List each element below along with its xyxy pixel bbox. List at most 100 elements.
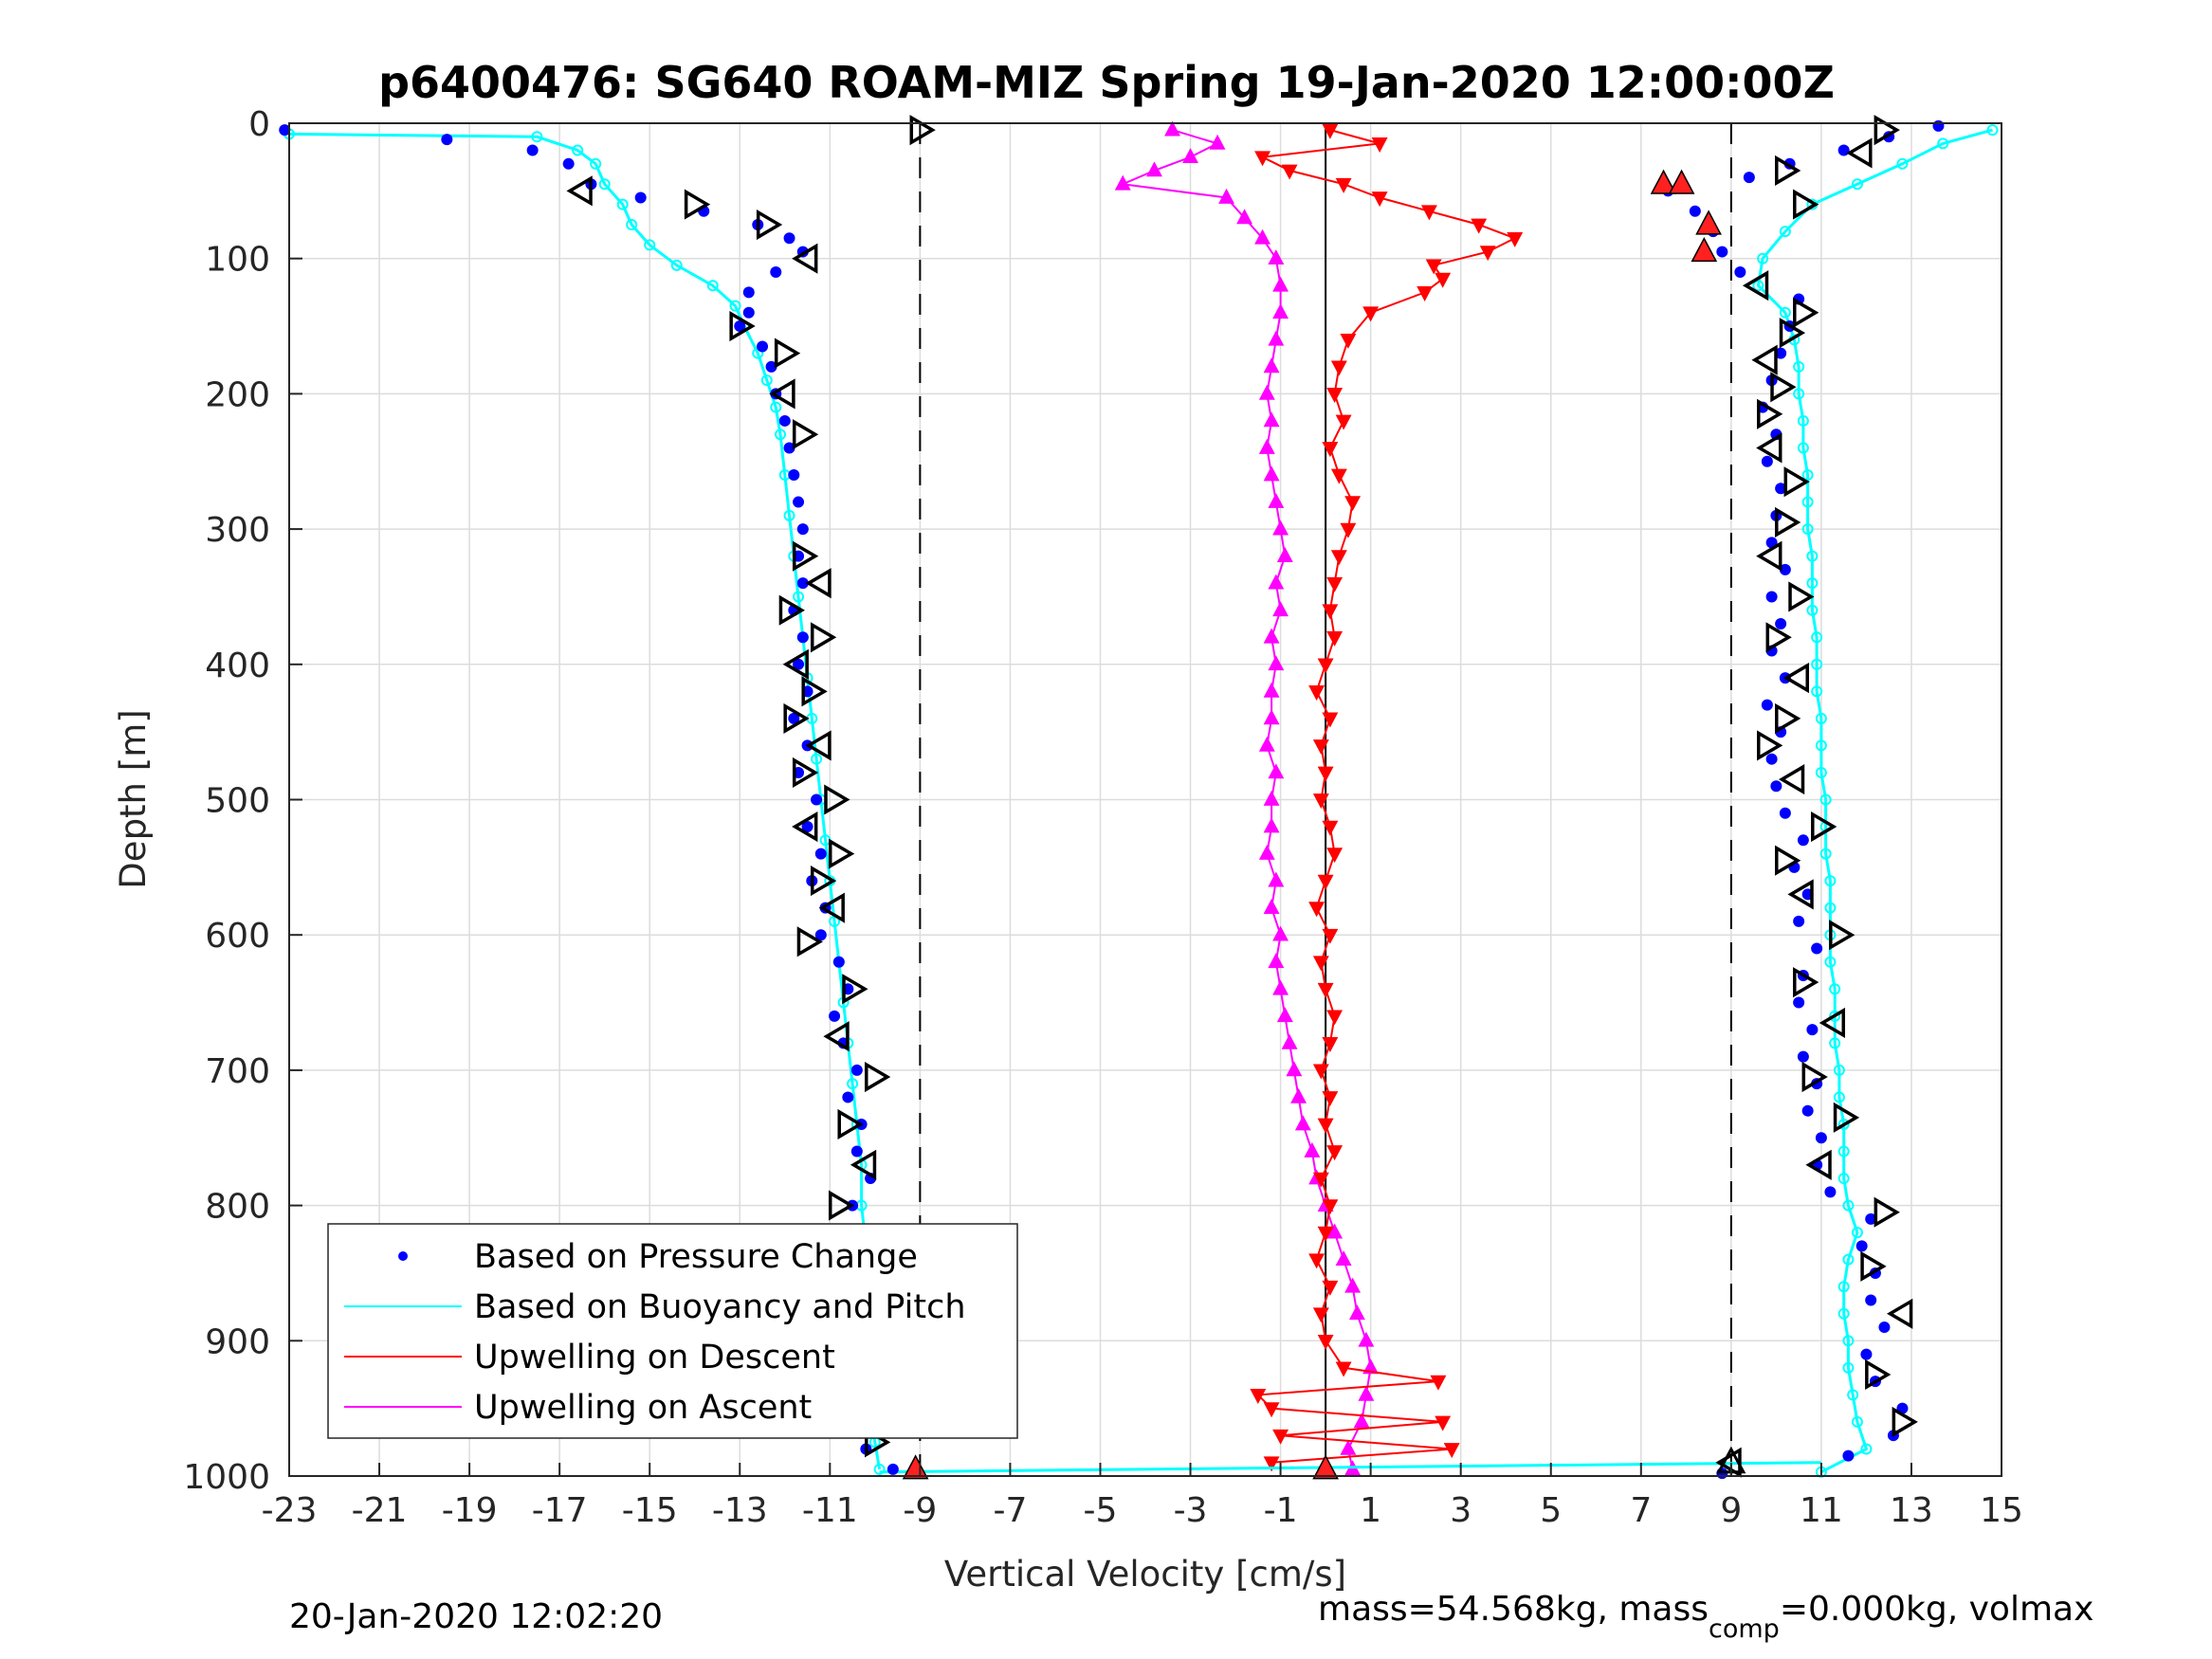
upwelling-descent-marker [1322,712,1339,728]
buoyancy-marker [1829,1037,1841,1049]
x-tick-label: -5 [1084,1491,1118,1530]
descent-profile-marker [828,1190,855,1221]
upwelling-descent-marker [1272,1429,1289,1445]
pressure-dot [1743,172,1755,184]
ascent-profile-marker [1742,270,1769,301]
ascent-profile-marker [1757,398,1783,429]
pressure-dot [1689,205,1701,217]
pressure-dot [742,286,755,299]
descent-profile-marker [792,419,819,450]
upwelling-ascent-marker [1263,357,1280,374]
pressure-dot [814,929,827,941]
pressure-dot [1793,996,1805,1009]
upwelling-ascent-marker [1263,817,1280,833]
upwelling-ascent-marker [1290,1087,1307,1103]
pressure-dot [788,712,800,724]
buoyancy-marker [1819,848,1832,860]
upwelling-descent-marker [1254,151,1271,167]
x-tick-label: 3 [1450,1491,1472,1530]
ascent-profile-marker [1805,1149,1832,1180]
upwelling-ascent-marker [1146,161,1162,177]
upwelling-descent-marker [1263,1402,1280,1418]
buoyancy-marker [1752,280,1764,292]
buoyancy-marker [626,219,638,231]
buoyancy-marker [1797,442,1809,454]
upwelling-ascent-marker [1272,601,1289,617]
ascent-profile-marker [1788,581,1815,612]
x-tick-label: -11 [802,1491,858,1530]
descent-profile-marker [778,594,805,626]
x-tick-label: -9 [903,1491,937,1530]
pressure-dot [793,658,805,670]
upwelling-descent-marker [1317,1334,1334,1350]
x-tick-label: -17 [532,1491,588,1530]
pressure-dot [1801,1104,1814,1117]
pressure-dot [1775,483,1787,495]
upwelling-descent-marker [1322,1199,1339,1215]
pressure-dot [1865,1294,1877,1306]
ascent-profile-marker [1886,1298,1913,1329]
upwelling-descent-marker [1326,630,1344,647]
descent-profile-marker [792,757,819,789]
upwelling-descent-marker [1322,1091,1339,1107]
footer-mass-label: mass=54.568kg, mass [1318,1590,1709,1629]
upwelling-descent-marker [1322,442,1339,458]
buoyancy-marker [1860,1443,1873,1455]
buoyancy-marker [1837,1281,1850,1293]
footer-timestamp: 20-Jan-2020 12:02:20 [289,1597,663,1636]
buoyancy-marker [1842,1199,1855,1212]
buoyancy-marker [1833,1091,1845,1103]
descent-profile-marker [837,1108,864,1140]
ascent-profile-marker [1793,189,1819,220]
buoyancy-marker [1829,1010,1841,1022]
pressure-dot [1806,1024,1819,1036]
pressure-dot [1775,617,1787,629]
footer-mass-info: mass=54.568kg, masscomp=0.000kg, volmax [1318,1590,2093,1644]
upwelling-descent-marker [1322,604,1339,620]
buoyancy-marker [1824,956,1837,968]
upwelling-descent-marker [1308,1253,1325,1269]
upwelling-ascent-marker [1348,1304,1365,1321]
pressure-dot [887,1463,899,1475]
buoyancy-marker [616,198,629,210]
upwelling-descent-marker [1317,982,1334,998]
buoyancy-marker [1811,685,1823,698]
upwelling-descent-marker [1435,272,1452,288]
upwelling-ascent-marker [1268,871,1285,887]
upwelling-descent-marker [1312,1307,1329,1323]
legend-entries: Based on Pressure Change Based on Buoyanc… [344,1238,966,1427]
upwelling-descent-marker [1312,1172,1329,1188]
upwelling-descent-marker [1322,1037,1339,1052]
buoyancy-marker [590,157,602,170]
buoyancy-marker [1842,1335,1855,1347]
buoyancy-marker [706,280,719,292]
ascent-profile-marker [1860,1250,1887,1282]
upwelling-descent-marker [1479,246,1496,262]
legend-entry-label: Upwelling on Descent [474,1339,835,1376]
upwelling-descent-marker [1317,874,1334,890]
upwelling-descent-marker [1425,259,1442,275]
x-axis-ticks: -23 -21 -19 -17 -15 -13 -11 -9 -7 -5 -3 -1 1 3 5 7 9 11 13… [262,1463,2023,1530]
upwelling-descent-marker [1317,766,1334,782]
upwelling-descent-marker [1281,164,1298,180]
descent-profile-marker [818,892,845,923]
buoyancy-marker [1851,1415,1863,1428]
upwelling-descent-marker [1326,576,1344,592]
y-tick-label: 600 [205,917,270,956]
ascent-profile-marker [1783,466,1810,498]
upwelling-ascent-marker [1272,925,1289,941]
upwelling-ascent-marker [1263,411,1280,428]
pressure-dot [1779,563,1791,575]
buoyancy-marker [1806,604,1819,616]
pressure-dot [1842,1449,1855,1462]
upwelling-ascent-marker [1272,276,1289,292]
buoyancy-marker [729,300,741,312]
pressure-dot [441,134,453,146]
y-tick-label: 700 [205,1052,270,1091]
upwelling-ascent-marker [1268,763,1285,779]
descent-profile-marker [684,189,711,220]
upwelling-ascent-marker [1362,1358,1380,1375]
upwelling-descent-marker [1330,468,1347,484]
descent-profile-marker [842,974,868,1005]
descent-profile-marker [792,811,818,843]
